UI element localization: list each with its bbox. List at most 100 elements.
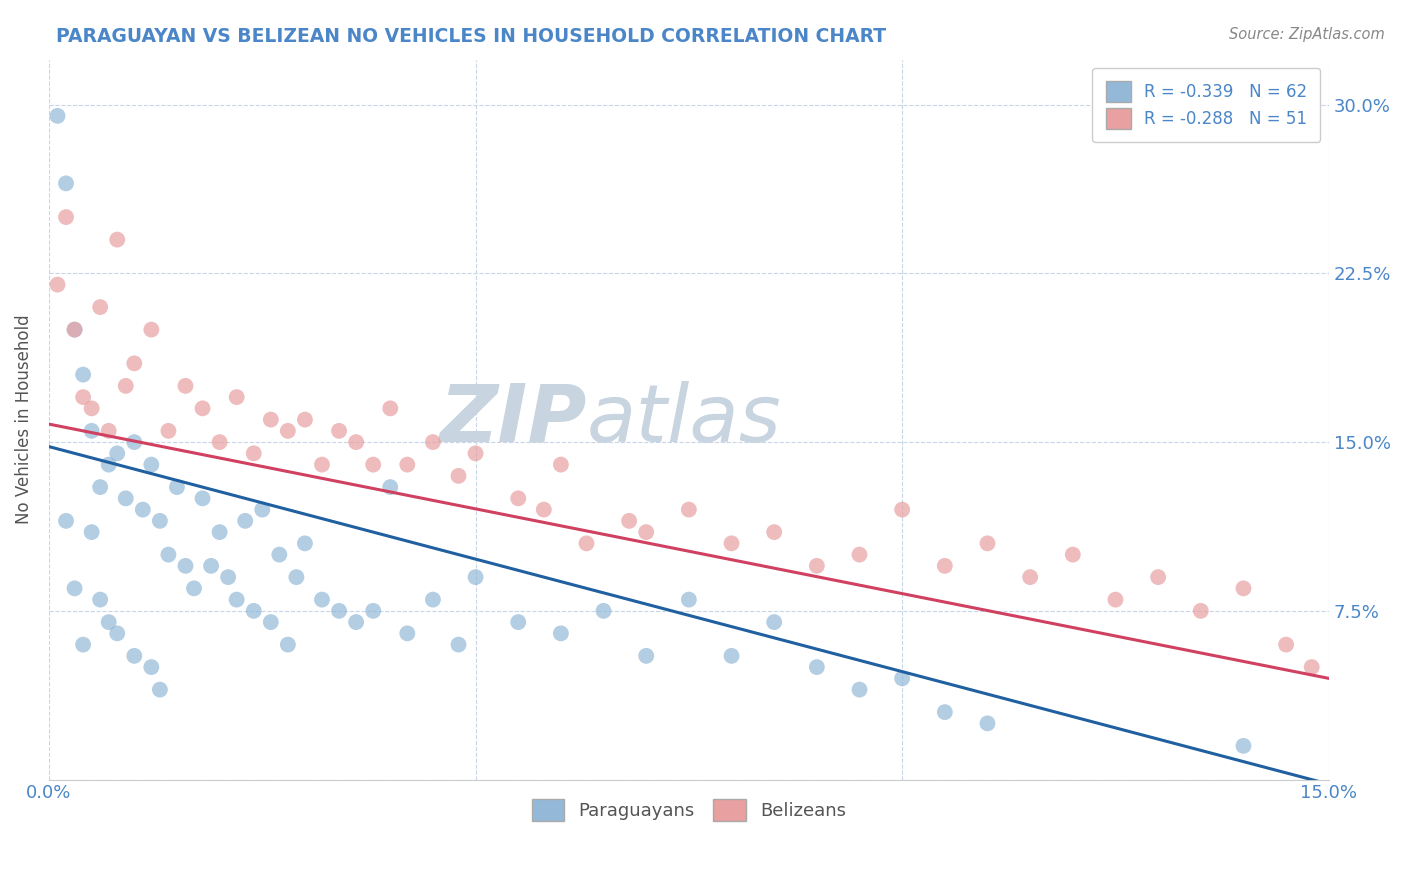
Point bbox=[149, 514, 172, 528]
Point bbox=[80, 424, 103, 438]
Point bbox=[80, 401, 103, 416]
Point bbox=[328, 424, 350, 438]
Point bbox=[1189, 604, 1212, 618]
Point bbox=[1104, 592, 1126, 607]
Point bbox=[294, 536, 316, 550]
Point bbox=[934, 705, 956, 719]
Y-axis label: No Vehicles in Household: No Vehicles in Household bbox=[15, 315, 32, 524]
Point bbox=[174, 379, 197, 393]
Point bbox=[891, 502, 914, 516]
Point bbox=[183, 582, 205, 596]
Point bbox=[720, 648, 742, 663]
Point bbox=[114, 491, 136, 506]
Point bbox=[105, 233, 128, 247]
Point bbox=[55, 177, 77, 191]
Point bbox=[447, 638, 470, 652]
Point bbox=[806, 558, 828, 573]
Point bbox=[114, 379, 136, 393]
Point bbox=[89, 480, 111, 494]
Point bbox=[200, 558, 222, 573]
Point bbox=[508, 491, 530, 506]
Point bbox=[269, 548, 291, 562]
Point bbox=[63, 323, 86, 337]
Point bbox=[141, 660, 163, 674]
Point bbox=[1232, 582, 1254, 596]
Point bbox=[124, 356, 146, 370]
Point bbox=[344, 435, 367, 450]
Point bbox=[105, 626, 128, 640]
Point bbox=[124, 435, 146, 450]
Point bbox=[157, 424, 180, 438]
Point bbox=[636, 648, 658, 663]
Point bbox=[141, 458, 163, 472]
Point bbox=[550, 458, 572, 472]
Point bbox=[97, 615, 120, 629]
Point bbox=[592, 604, 614, 618]
Point bbox=[285, 570, 308, 584]
Point bbox=[72, 368, 94, 382]
Point bbox=[63, 323, 86, 337]
Point bbox=[217, 570, 239, 584]
Point bbox=[97, 458, 120, 472]
Point bbox=[396, 626, 419, 640]
Point bbox=[447, 468, 470, 483]
Point bbox=[575, 536, 598, 550]
Text: PARAGUAYAN VS BELIZEAN NO VEHICLES IN HOUSEHOLD CORRELATION CHART: PARAGUAYAN VS BELIZEAN NO VEHICLES IN HO… bbox=[56, 27, 886, 45]
Point bbox=[89, 592, 111, 607]
Point bbox=[72, 390, 94, 404]
Point bbox=[1301, 660, 1323, 674]
Point bbox=[225, 390, 247, 404]
Point bbox=[533, 502, 555, 516]
Point bbox=[260, 615, 283, 629]
Point bbox=[396, 458, 419, 472]
Point bbox=[678, 502, 700, 516]
Point bbox=[97, 424, 120, 438]
Point bbox=[191, 491, 214, 506]
Point bbox=[311, 458, 333, 472]
Point bbox=[208, 435, 231, 450]
Point bbox=[252, 502, 274, 516]
Point bbox=[976, 536, 998, 550]
Point bbox=[242, 446, 264, 460]
Point bbox=[617, 514, 640, 528]
Point bbox=[141, 323, 163, 337]
Point bbox=[763, 525, 786, 540]
Point bbox=[422, 435, 444, 450]
Point bbox=[80, 525, 103, 540]
Point bbox=[1147, 570, 1170, 584]
Point bbox=[149, 682, 172, 697]
Point bbox=[242, 604, 264, 618]
Point bbox=[934, 558, 956, 573]
Point bbox=[806, 660, 828, 674]
Text: ZIP: ZIP bbox=[439, 381, 586, 458]
Point bbox=[225, 592, 247, 607]
Point bbox=[344, 615, 367, 629]
Point bbox=[260, 412, 283, 426]
Point bbox=[763, 615, 786, 629]
Point bbox=[636, 525, 658, 540]
Point bbox=[233, 514, 256, 528]
Point bbox=[311, 592, 333, 607]
Point bbox=[361, 604, 384, 618]
Point bbox=[277, 424, 299, 438]
Point bbox=[89, 300, 111, 314]
Point bbox=[46, 277, 69, 292]
Point bbox=[848, 682, 870, 697]
Point bbox=[277, 638, 299, 652]
Text: atlas: atlas bbox=[586, 381, 782, 458]
Point bbox=[464, 446, 486, 460]
Point bbox=[1019, 570, 1042, 584]
Point bbox=[550, 626, 572, 640]
Point bbox=[55, 514, 77, 528]
Point bbox=[328, 604, 350, 618]
Legend: Paraguayans, Belizeans: Paraguayans, Belizeans bbox=[517, 784, 860, 836]
Point bbox=[157, 548, 180, 562]
Point bbox=[361, 458, 384, 472]
Point bbox=[208, 525, 231, 540]
Point bbox=[124, 648, 146, 663]
Point bbox=[1232, 739, 1254, 753]
Point bbox=[422, 592, 444, 607]
Point bbox=[63, 582, 86, 596]
Point bbox=[891, 671, 914, 685]
Point bbox=[46, 109, 69, 123]
